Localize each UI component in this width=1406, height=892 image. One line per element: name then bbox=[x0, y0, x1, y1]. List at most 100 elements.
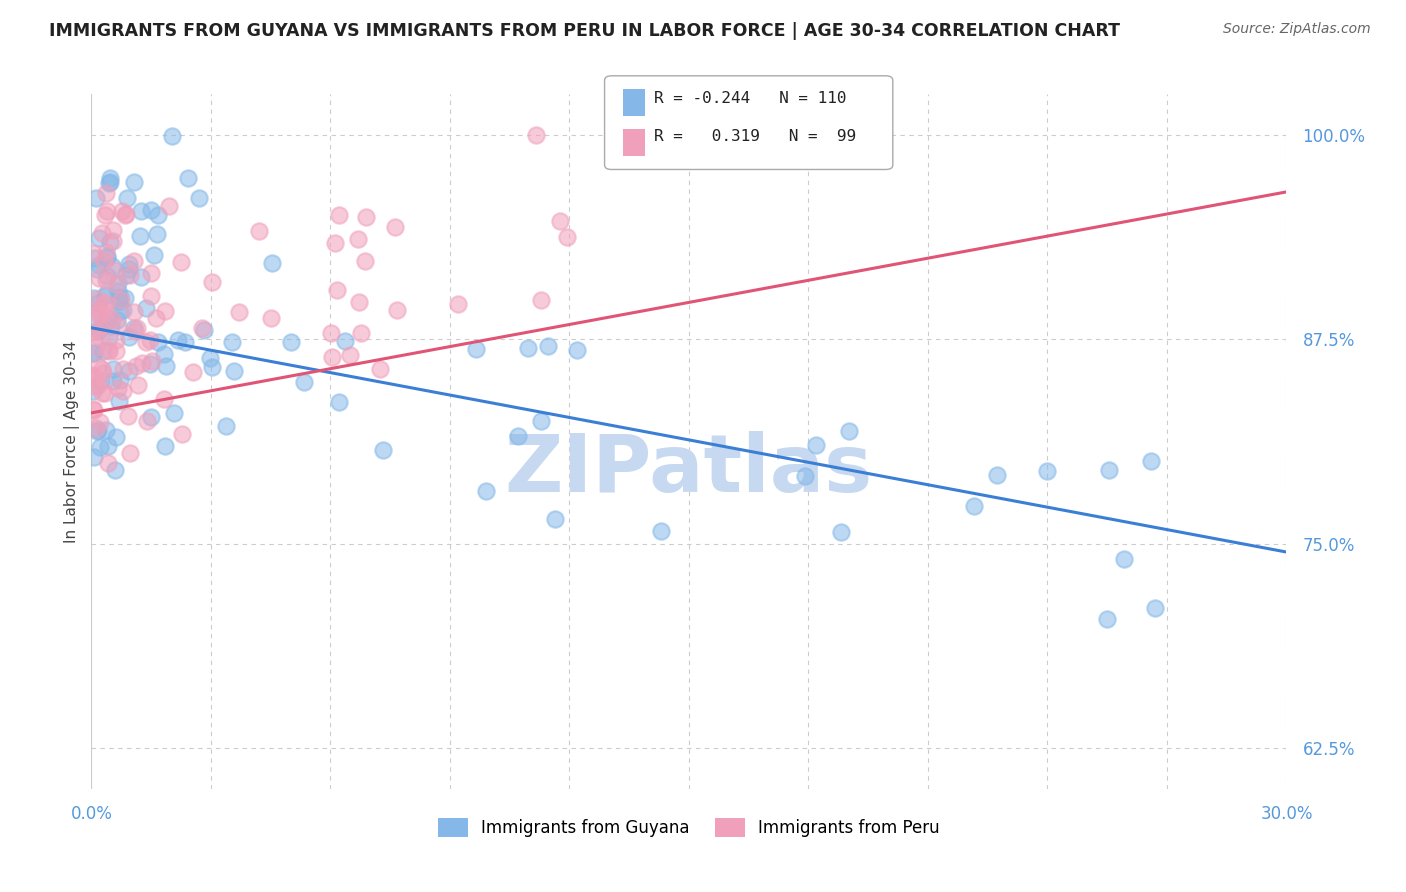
Point bbox=[86, 261, 108, 276]
Point bbox=[111, 361, 134, 376]
Point bbox=[97, 439, 120, 453]
Point bbox=[530, 293, 553, 307]
Point bbox=[142, 248, 165, 262]
Point bbox=[105, 333, 128, 347]
Point bbox=[565, 343, 588, 358]
Point bbox=[111, 384, 134, 399]
Point bbox=[87, 271, 110, 285]
Point bbox=[114, 291, 136, 305]
Point bbox=[136, 414, 159, 428]
Point bbox=[94, 289, 117, 303]
Point bbox=[1036, 464, 1059, 478]
Point bbox=[115, 192, 138, 206]
Point bbox=[188, 191, 211, 205]
Point bbox=[170, 426, 193, 441]
Point bbox=[89, 303, 111, 318]
Point bbox=[292, 375, 315, 389]
Point bbox=[94, 287, 117, 301]
Point bbox=[87, 330, 110, 344]
Point bbox=[110, 304, 132, 318]
Point bbox=[94, 208, 117, 222]
Point bbox=[101, 259, 124, 273]
Point bbox=[830, 524, 852, 539]
Point bbox=[508, 429, 530, 443]
Point bbox=[107, 276, 129, 290]
Point bbox=[122, 175, 145, 189]
Point bbox=[475, 484, 498, 499]
Point bbox=[107, 284, 129, 298]
Point bbox=[98, 176, 121, 190]
Text: ZIPatlas: ZIPatlas bbox=[505, 431, 873, 509]
Point bbox=[155, 359, 177, 374]
Point bbox=[91, 366, 114, 380]
Point bbox=[120, 446, 142, 460]
Point bbox=[89, 258, 111, 272]
Point bbox=[170, 255, 193, 269]
Point bbox=[107, 312, 129, 326]
Point bbox=[221, 335, 243, 350]
Point bbox=[260, 311, 283, 326]
Point bbox=[222, 364, 245, 378]
Point bbox=[114, 207, 136, 221]
Point bbox=[87, 423, 110, 437]
Point bbox=[127, 321, 149, 335]
Text: R = -0.244   N = 110: R = -0.244 N = 110 bbox=[654, 91, 846, 106]
Point bbox=[177, 170, 200, 185]
Point bbox=[139, 203, 162, 218]
Point bbox=[83, 372, 105, 386]
Point bbox=[129, 204, 152, 219]
Point bbox=[98, 330, 121, 344]
Point bbox=[141, 289, 163, 303]
Point bbox=[127, 378, 149, 392]
Text: IMMIGRANTS FROM GUYANA VS IMMIGRANTS FROM PERU IN LABOR FORCE | AGE 30-34 CORREL: IMMIGRANTS FROM GUYANA VS IMMIGRANTS FRO… bbox=[49, 22, 1121, 40]
Point bbox=[97, 456, 120, 470]
Point bbox=[326, 283, 349, 297]
Point bbox=[349, 294, 371, 309]
Point bbox=[86, 421, 108, 435]
Point bbox=[96, 249, 118, 263]
Point bbox=[328, 395, 350, 409]
Point bbox=[111, 203, 134, 218]
Point bbox=[118, 262, 141, 277]
Point bbox=[103, 361, 125, 376]
Point bbox=[87, 323, 110, 337]
Point bbox=[98, 235, 121, 249]
Point bbox=[1143, 601, 1166, 615]
Point bbox=[354, 253, 377, 268]
Point bbox=[1139, 454, 1161, 468]
Point bbox=[86, 378, 108, 392]
Point bbox=[447, 297, 470, 311]
Point bbox=[129, 270, 152, 285]
Point bbox=[108, 289, 131, 303]
Point bbox=[98, 175, 121, 189]
Point bbox=[339, 348, 361, 362]
Point bbox=[153, 346, 176, 360]
Point bbox=[280, 334, 302, 349]
Point bbox=[82, 346, 104, 360]
Point bbox=[105, 277, 128, 292]
Point bbox=[129, 229, 152, 244]
Point bbox=[90, 374, 112, 388]
Point bbox=[200, 360, 222, 375]
Point bbox=[94, 296, 117, 310]
Point bbox=[98, 343, 121, 358]
Point bbox=[321, 350, 343, 364]
Point bbox=[89, 415, 111, 429]
Point bbox=[350, 326, 373, 340]
Point bbox=[96, 268, 118, 283]
Point bbox=[104, 343, 127, 358]
Point bbox=[139, 334, 162, 348]
Point bbox=[201, 275, 224, 289]
Point bbox=[94, 273, 117, 287]
Point bbox=[122, 254, 145, 268]
Point bbox=[159, 199, 181, 213]
Point bbox=[152, 392, 174, 407]
Point bbox=[118, 257, 141, 271]
Point bbox=[83, 450, 105, 464]
Point bbox=[97, 311, 120, 326]
Y-axis label: In Labor Force | Age 30-34: In Labor Force | Age 30-34 bbox=[65, 340, 80, 543]
Point bbox=[146, 227, 169, 242]
Point bbox=[87, 359, 110, 374]
Point bbox=[371, 442, 394, 457]
Point bbox=[91, 297, 114, 311]
